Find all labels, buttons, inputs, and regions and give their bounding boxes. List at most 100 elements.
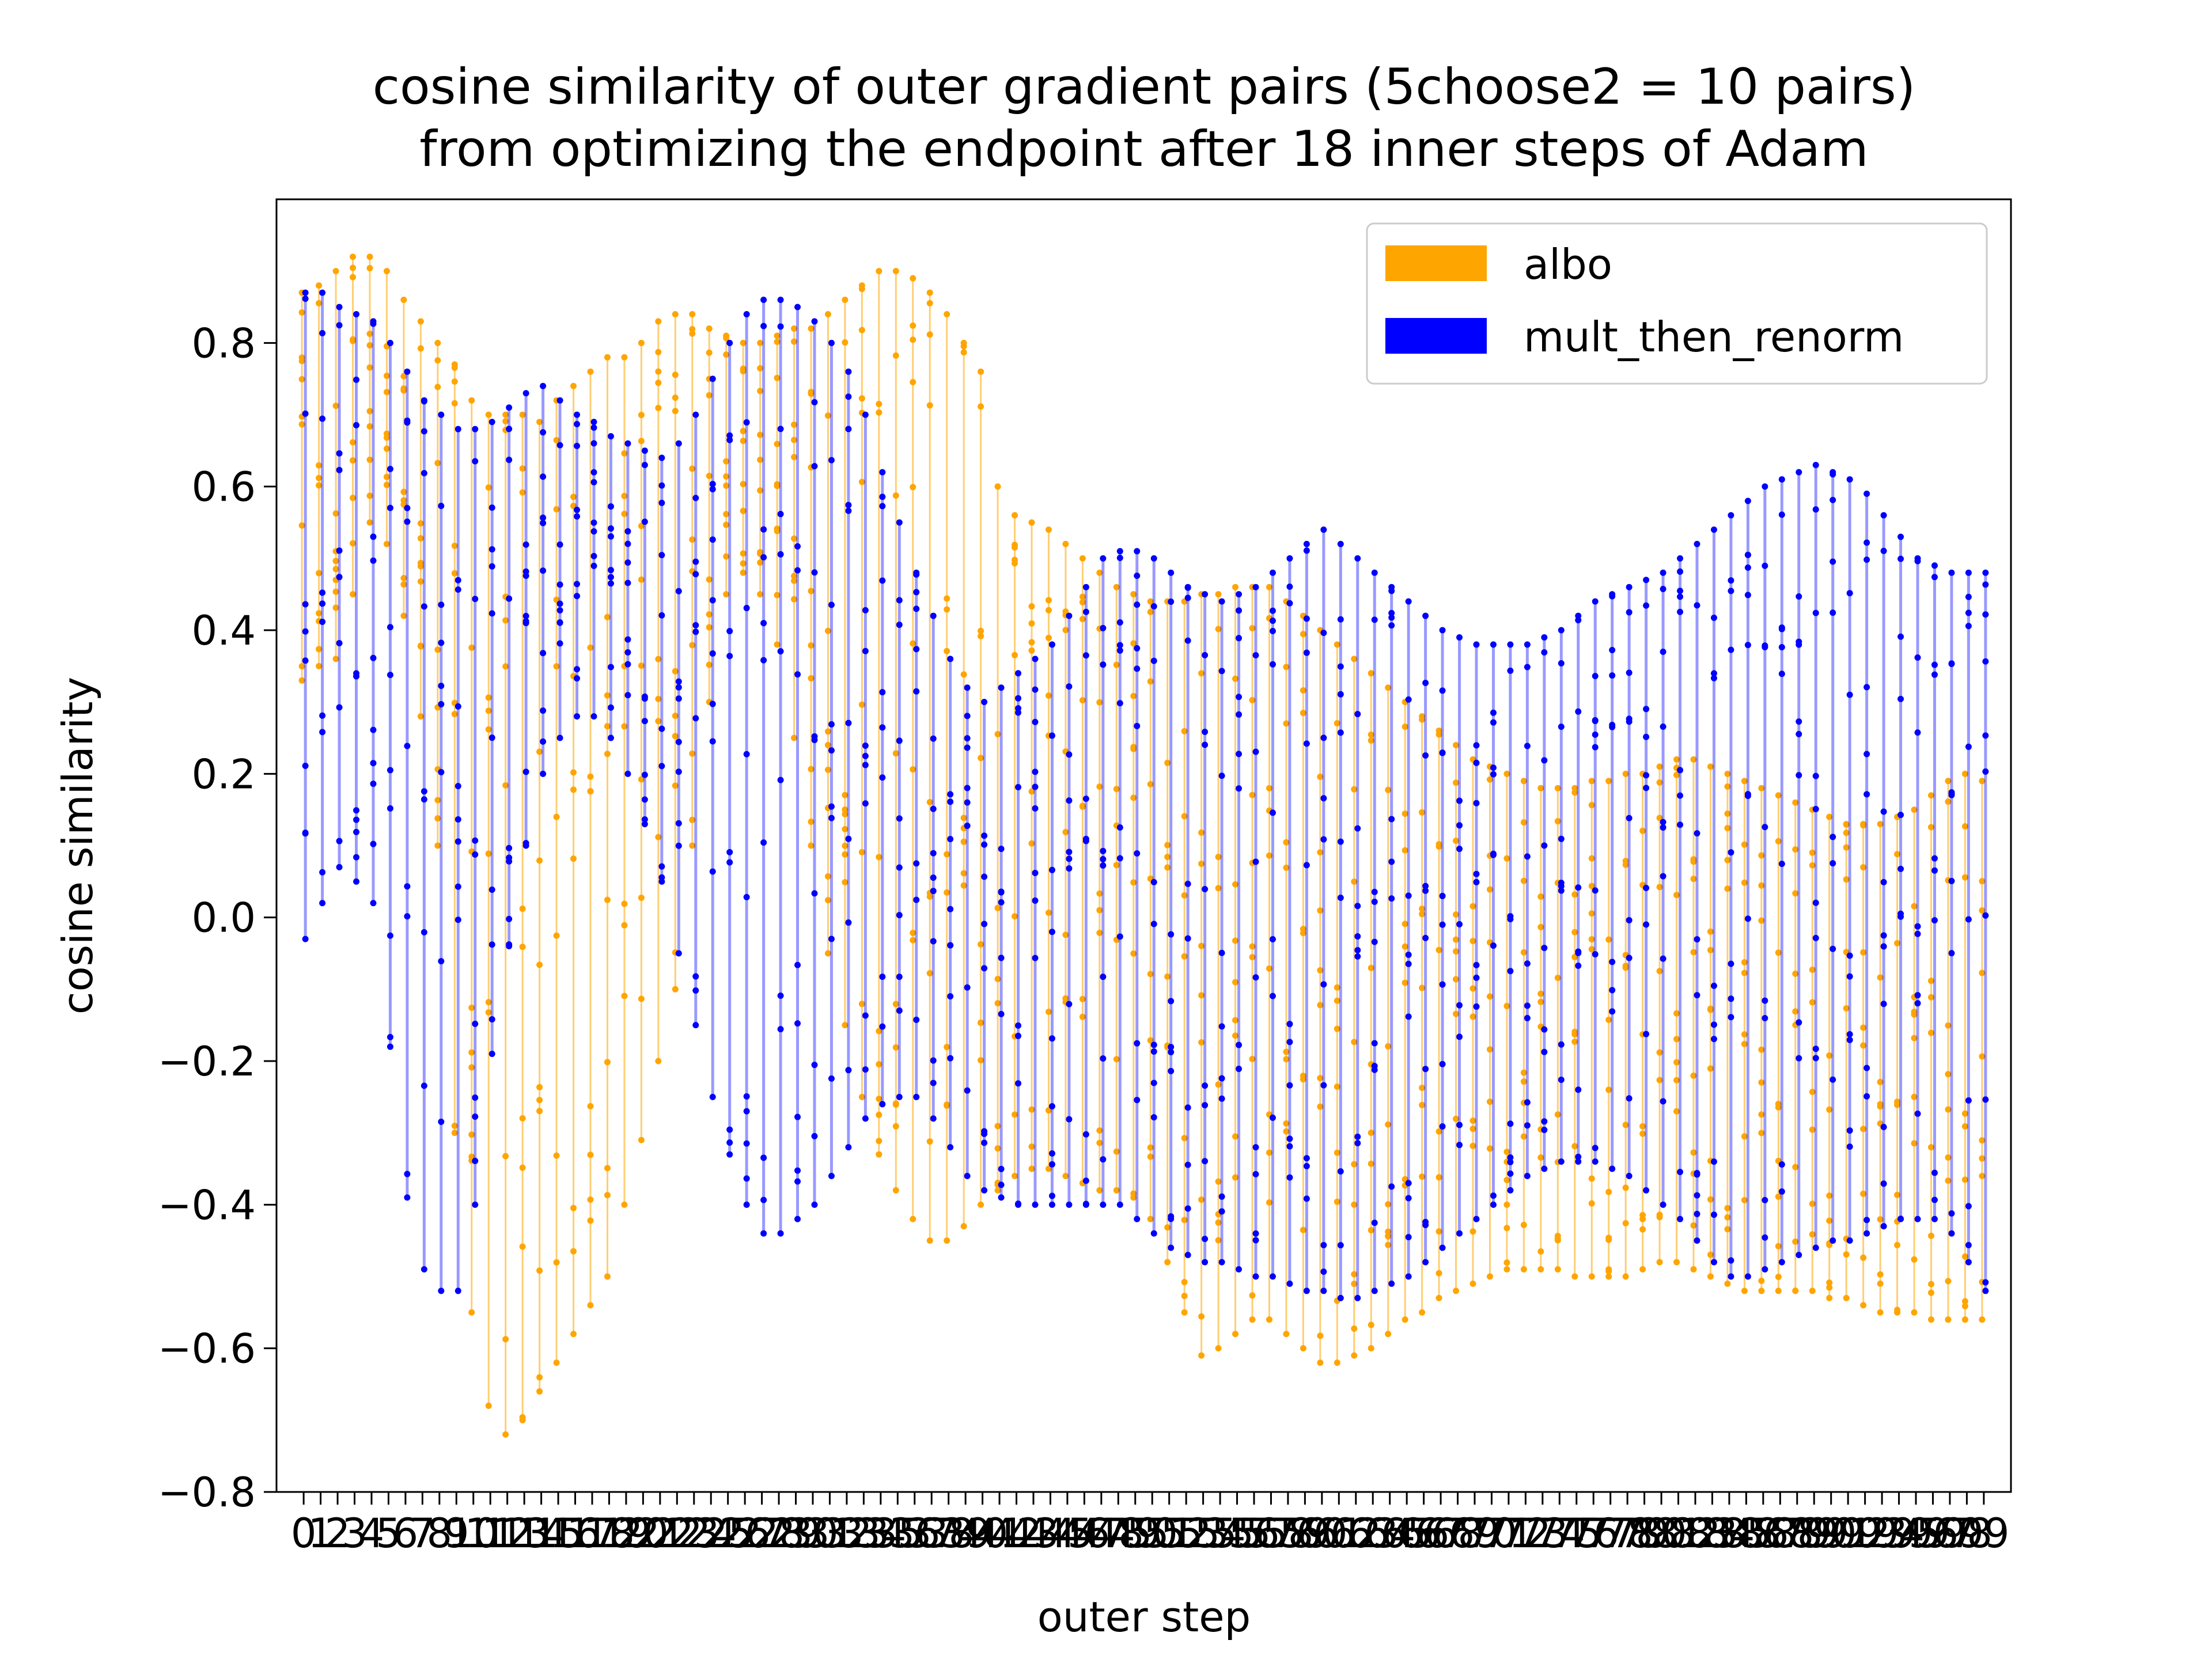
data-point (454, 1287, 461, 1294)
data-point (1558, 835, 1565, 842)
data-point (1469, 1142, 1476, 1149)
data-point (1707, 763, 1714, 770)
data-point (978, 403, 984, 410)
data-point (454, 816, 461, 823)
data-point (1456, 1033, 1463, 1040)
data-point (556, 640, 563, 647)
data-point (1181, 1309, 1188, 1316)
data-point (1015, 1200, 1022, 1207)
data-point (1558, 1158, 1565, 1165)
data-point (1252, 1273, 1259, 1280)
data-point (1758, 1130, 1765, 1137)
data-point (400, 488, 407, 495)
data-point (1728, 995, 1734, 1002)
data-point (383, 482, 390, 488)
legend-swatch-mult-then-renorm (1385, 318, 1487, 354)
data-point (1435, 1294, 1442, 1301)
data-point (574, 513, 581, 520)
data-point (1303, 1155, 1310, 1162)
data-point (1961, 874, 1968, 881)
data-point (1385, 1233, 1392, 1240)
data-point (332, 510, 339, 517)
data-point (1419, 1101, 1426, 1108)
data-point (1215, 591, 1222, 598)
data-point (1198, 942, 1205, 949)
data-point (404, 518, 411, 525)
data-point (370, 320, 377, 327)
data-point (383, 372, 390, 379)
data-point (590, 713, 597, 720)
data-point (519, 411, 526, 418)
data-point (944, 889, 950, 896)
data-point (366, 330, 373, 337)
data-point (960, 838, 967, 845)
data-point (1100, 1156, 1107, 1163)
data-point (1673, 1010, 1680, 1017)
data-point (590, 418, 597, 425)
data-point (485, 999, 492, 1006)
x-tick-label: 51 (1143, 1510, 1195, 1557)
data-point (689, 816, 696, 823)
data-point (675, 738, 682, 745)
data-point (1147, 1215, 1154, 1222)
data-point (655, 404, 662, 411)
data-point (1486, 1273, 1493, 1280)
data-point (366, 364, 373, 371)
data-point (1880, 932, 1887, 939)
data-point (522, 840, 529, 847)
data-point (1520, 1222, 1527, 1229)
data-point (336, 304, 343, 310)
data-point (1218, 1259, 1225, 1266)
data-point (536, 1097, 543, 1104)
data-point (944, 606, 950, 613)
data-point (556, 600, 563, 607)
data-point (858, 849, 865, 855)
data-point (1045, 910, 1052, 916)
data-point (811, 890, 818, 897)
data-point (1792, 890, 1799, 897)
data-point (1927, 994, 1934, 1001)
data-point (366, 519, 373, 526)
data-point (1113, 661, 1120, 668)
data-point (842, 339, 849, 346)
data-point (1894, 1241, 1901, 1248)
data-point (947, 1144, 954, 1151)
data-point (1554, 975, 1561, 982)
data-point (1524, 853, 1531, 860)
data-point (1337, 895, 1344, 902)
data-point (1575, 948, 1582, 955)
data-point (1164, 864, 1171, 871)
data-point (692, 715, 699, 722)
data-point (1846, 1127, 1853, 1134)
data-point (1320, 1268, 1327, 1275)
data-point (774, 374, 781, 381)
data-point (1249, 625, 1256, 632)
data-point (621, 723, 628, 730)
data-point (298, 354, 305, 361)
data-point (1032, 897, 1039, 904)
data-point (1269, 607, 1276, 614)
y-axis-label: cosine similarity (54, 677, 102, 1014)
data-point (1236, 694, 1243, 700)
data-point (824, 766, 831, 773)
data-point (1707, 1006, 1714, 1013)
data-point (1134, 601, 1141, 608)
data-point (574, 593, 581, 600)
data-point (1236, 1266, 1243, 1273)
data-point (1469, 1280, 1476, 1287)
data-point (1982, 611, 1989, 618)
data-point (1927, 978, 1934, 984)
data-point (1232, 1017, 1239, 1024)
data-point (506, 595, 513, 602)
data-point (1456, 1142, 1463, 1149)
data-point (1826, 1279, 1833, 1286)
x-tick-label: 42 (991, 1510, 1042, 1557)
data-point (842, 879, 849, 886)
data-point (1588, 802, 1595, 809)
data-point (1320, 836, 1327, 843)
data-point (1134, 850, 1141, 857)
data-point (1507, 968, 1514, 975)
data-point (574, 581, 581, 588)
data-point (998, 684, 1005, 691)
data-point (1147, 971, 1154, 978)
